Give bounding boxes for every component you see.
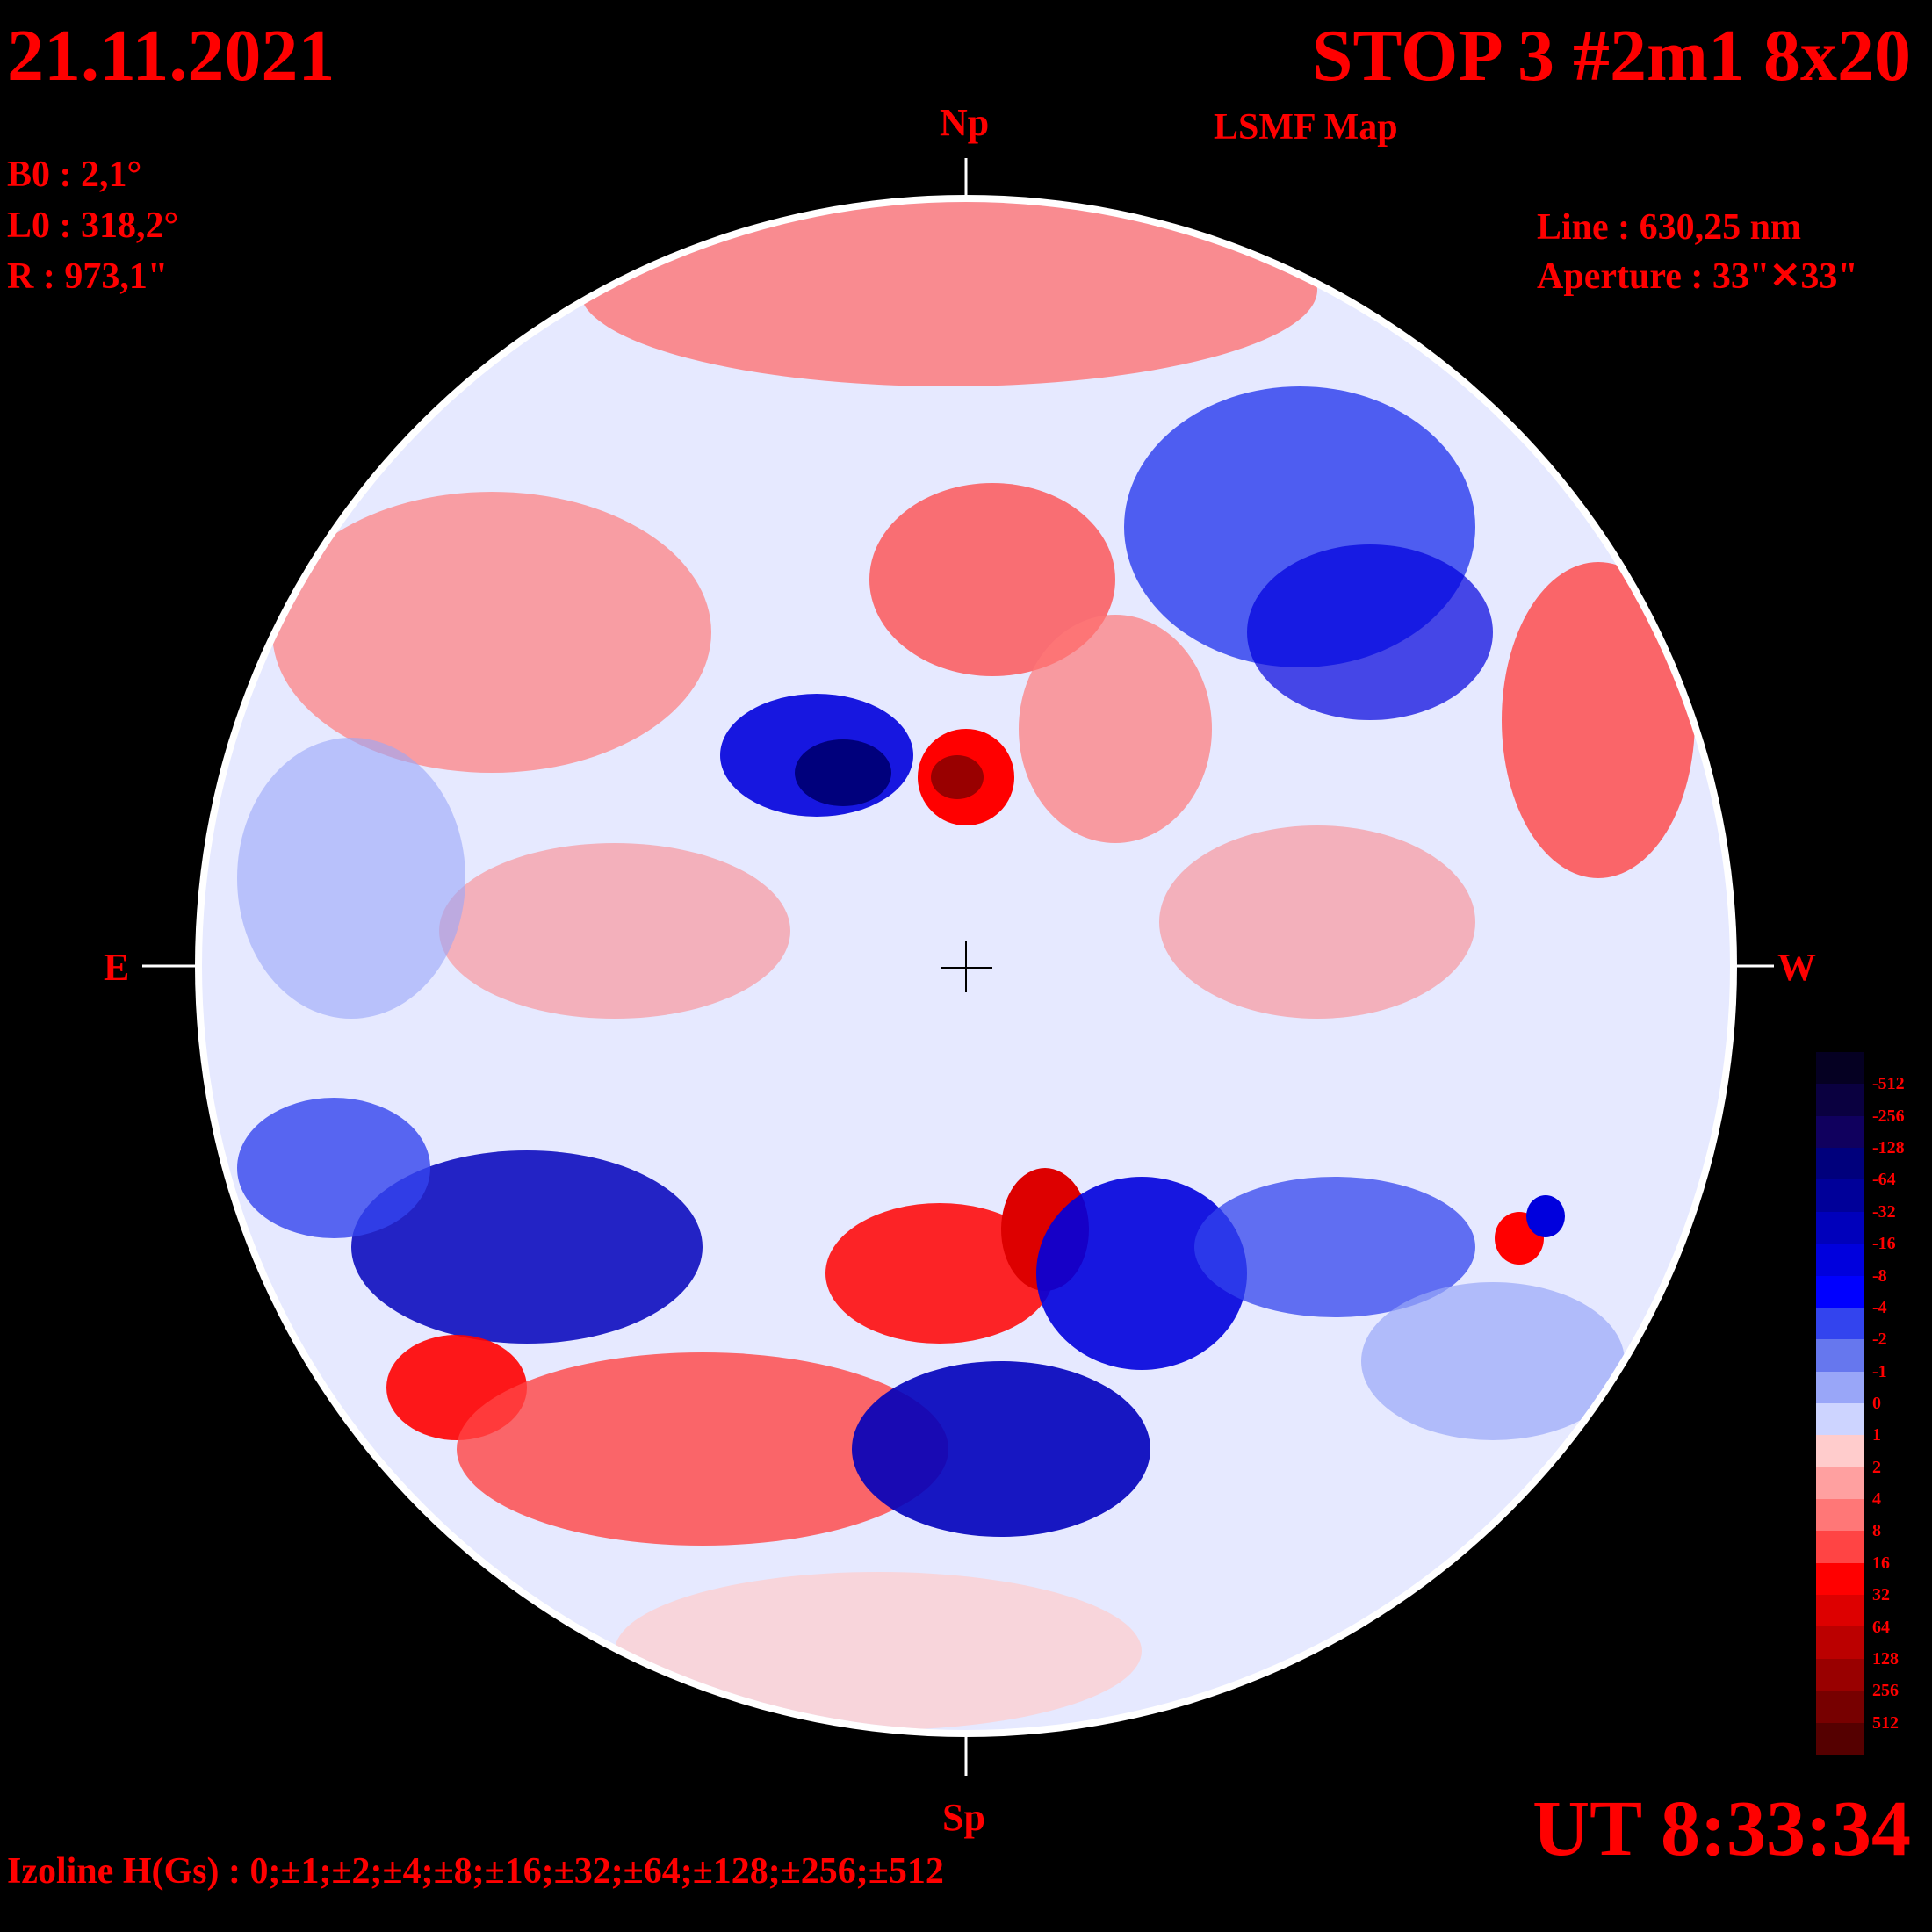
- colorbar-segment: [1816, 1339, 1864, 1372]
- colorbar-segment: [1816, 1115, 1864, 1149]
- param-l0: L0 : 318,2°: [7, 205, 179, 246]
- colorbar-tick-label: 8: [1872, 1521, 1881, 1541]
- east-label: E: [104, 946, 130, 989]
- colorbar-tick-label: -2: [1872, 1330, 1887, 1350]
- colorbar-tick-label: 128: [1872, 1648, 1899, 1669]
- colorbar-tick-label: 16: [1872, 1553, 1890, 1573]
- colorbar-segment: [1816, 1499, 1864, 1532]
- param-b0: B0 : 2,1°: [7, 155, 142, 195]
- colorbar-tick-label: -64: [1872, 1170, 1896, 1190]
- colorbar-segment: [1816, 1307, 1864, 1340]
- colorbar-segment: [1816, 1467, 1864, 1500]
- colorbar-tick-label: -8: [1872, 1265, 1887, 1286]
- colorbar-segment: [1816, 1084, 1864, 1116]
- param-aperture: Aperture : 33"✕33": [1537, 256, 1858, 297]
- colorbar-segment: [1816, 1052, 1864, 1085]
- observation-date: 21.11.2021: [7, 15, 335, 97]
- center-crosshair: [941, 941, 992, 992]
- colorbar-tick-label: 0: [1872, 1394, 1881, 1413]
- colorbar-segment: [1816, 1402, 1864, 1436]
- colorbar-segment: [1816, 1435, 1864, 1467]
- colorbar-tick-label: 2: [1872, 1457, 1881, 1477]
- map-subtitle: LSMF Map: [1214, 107, 1398, 148]
- west-label: W: [1777, 946, 1816, 989]
- colorbar-tick-label: 32: [1872, 1585, 1890, 1605]
- map-title: STOP 3 #2m1 8x20: [1311, 15, 1911, 97]
- colorbar-tick-label: -4: [1872, 1297, 1887, 1317]
- colorbar-tick-label: 4: [1872, 1489, 1881, 1510]
- colorbar-segment: [1816, 1690, 1864, 1723]
- south-pole-label: Sp: [942, 1796, 985, 1839]
- colorbar-segment: [1816, 1595, 1864, 1627]
- colorbar-segment: [1816, 1211, 1864, 1244]
- colorbar-tick-label: -16: [1872, 1234, 1896, 1254]
- colorbar: [1816, 1052, 1864, 1755]
- colorbar-segment: [1816, 1562, 1864, 1596]
- colorbar-segment: [1816, 1148, 1864, 1180]
- colorbar-tick-label: 1: [1872, 1425, 1881, 1445]
- colorbar-segment: [1816, 1179, 1864, 1212]
- colorbar-segment: [1816, 1531, 1864, 1563]
- colorbar-segment: [1816, 1626, 1864, 1659]
- colorbar-segment: [1816, 1244, 1864, 1276]
- colorbar-tick-label: -256: [1872, 1106, 1905, 1126]
- colorbar-tick-label: -512: [1872, 1074, 1905, 1094]
- param-line: Line : 630,25 nm: [1537, 207, 1802, 248]
- colorbar-tick-label: 256: [1872, 1681, 1899, 1701]
- north-pole-label: Np: [940, 101, 990, 144]
- ut-time: UT 8:33:34: [1532, 1785, 1911, 1872]
- colorbar-segment: [1816, 1722, 1864, 1755]
- colorbar-tick-label: -128: [1872, 1138, 1905, 1158]
- izoline-legend: Izoline H(Gs) : 0;±1;±2;±4;±8;±16;±32;±6…: [7, 1851, 944, 1892]
- colorbar-tick-label: -32: [1872, 1201, 1896, 1222]
- colorbar-segment: [1816, 1275, 1864, 1308]
- colorbar-tick-label: 512: [1872, 1712, 1899, 1733]
- colorbar-tick-label: -1: [1872, 1361, 1887, 1381]
- colorbar-tick-label: 64: [1872, 1617, 1890, 1637]
- colorbar-segment: [1816, 1371, 1864, 1403]
- param-radius: R : 973,1": [7, 256, 169, 297]
- colorbar-segment: [1816, 1658, 1864, 1691]
